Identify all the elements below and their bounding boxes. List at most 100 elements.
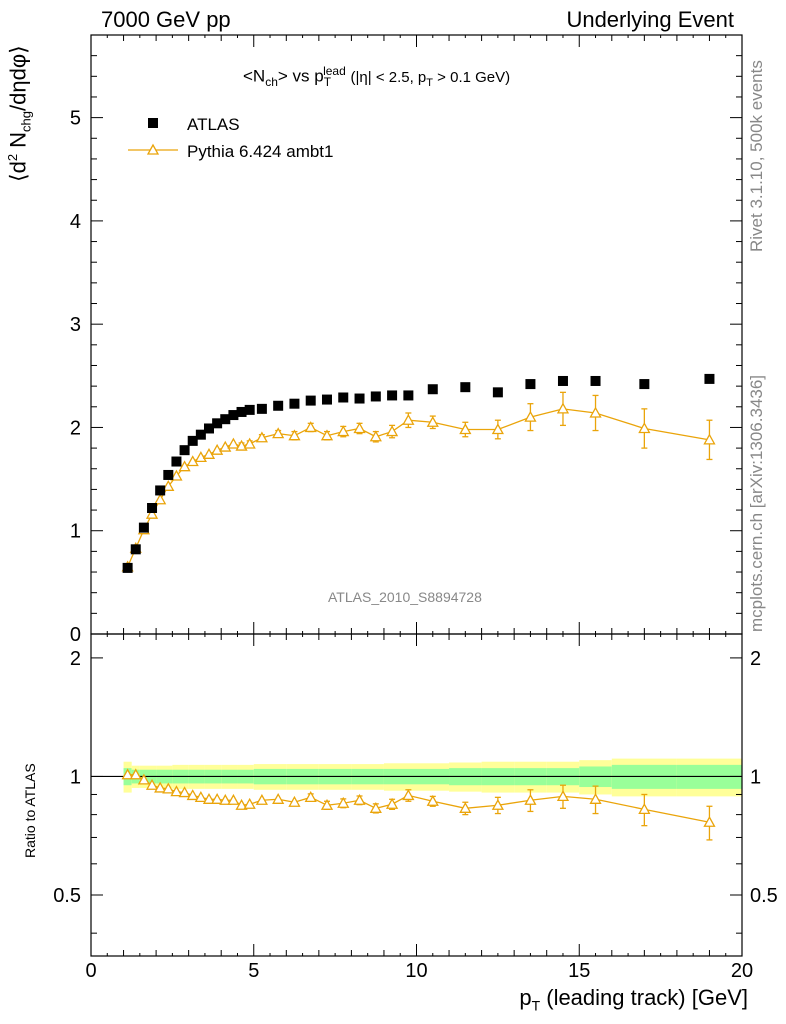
ratio-y-tick-label: 2 <box>70 648 81 670</box>
atlas-point <box>147 503 158 514</box>
pythia-point <box>154 493 167 505</box>
ratio-point <box>703 815 716 827</box>
ratio-point <box>129 768 142 780</box>
atlas-point <box>212 418 223 429</box>
ratio-point <box>369 801 382 813</box>
atlas-point <box>525 379 536 390</box>
atlas-point <box>163 469 174 480</box>
atlas-point <box>195 429 206 440</box>
pythia-point <box>385 425 399 437</box>
ratio-point <box>272 792 285 804</box>
atlas-point <box>321 394 332 405</box>
pythia-point <box>703 433 716 445</box>
x-tick-label: 10 <box>405 960 427 982</box>
atlas-point <box>244 404 255 415</box>
pythia-point <box>186 455 199 467</box>
ratio-y-tick-label-right: 1 <box>750 766 761 788</box>
pythia-point <box>255 431 268 443</box>
ratio-point <box>589 792 602 804</box>
atlas-point <box>704 373 715 384</box>
pythia-point <box>638 422 651 434</box>
atlas-point <box>236 406 247 417</box>
pythia-point <box>491 423 504 435</box>
pythia-point <box>524 410 537 422</box>
ratio-point <box>288 795 301 807</box>
pythia-point <box>170 469 183 481</box>
atlas-point <box>492 387 503 398</box>
ratio-point <box>459 801 472 813</box>
x-tick-label: 20 <box>731 960 753 982</box>
pythia-point <box>459 423 472 435</box>
ratio-point <box>638 803 651 815</box>
atlas-point <box>138 522 149 533</box>
pythia-point <box>320 429 334 441</box>
ratio-point <box>491 798 504 810</box>
ratio-point <box>243 797 256 809</box>
ratio-point <box>255 793 268 805</box>
x-axis-label: pT (leading track) [GeV] <box>519 985 748 1014</box>
pythia-point <box>145 507 159 519</box>
watermark: ATLAS_2010_S8894728 <box>328 589 482 605</box>
atlas-point <box>273 400 284 411</box>
ratio-point <box>320 798 334 810</box>
atlas-point <box>557 375 568 386</box>
atlas-point <box>187 435 198 446</box>
ratio-point <box>353 793 366 805</box>
ratio-point <box>121 768 134 780</box>
ratio-point <box>524 793 537 805</box>
atlas-point <box>220 414 231 425</box>
upper-frame <box>90 34 743 635</box>
ratio-point <box>137 773 150 785</box>
ratio-point <box>186 789 199 801</box>
ratio-y-tick-label: 0.5 <box>53 885 81 907</box>
atlas-point <box>590 375 601 386</box>
atlas-point <box>228 410 239 421</box>
ratio-point <box>211 792 224 804</box>
atlas-point <box>122 562 133 573</box>
ratio-point <box>145 778 159 790</box>
ratio-point <box>219 793 232 805</box>
x-tick-label: 0 <box>85 960 96 982</box>
atlas-point <box>171 456 182 467</box>
atlas-point <box>460 382 471 393</box>
pythia-point <box>178 460 191 472</box>
atlas-point <box>427 384 438 395</box>
pythia-point <box>194 451 207 463</box>
legend-marker-pythia <box>146 143 160 155</box>
atlas-point <box>338 392 349 403</box>
header-right: Underlying Event <box>566 7 734 32</box>
ratio-point <box>235 798 248 810</box>
pythia-point <box>304 421 317 433</box>
pythia-point <box>589 406 602 418</box>
ratio-point <box>402 789 415 801</box>
atlas-point <box>387 390 398 401</box>
ratio-point <box>304 791 317 802</box>
atlas-point <box>403 390 414 401</box>
pythia-point <box>162 479 175 491</box>
ratio-point <box>227 793 240 805</box>
pythia-point <box>369 430 382 442</box>
pythia-point <box>243 437 256 449</box>
ratio-point <box>154 781 167 793</box>
y-tick-label: 4 <box>70 211 81 233</box>
pythia-point <box>402 413 415 425</box>
ratio-point <box>337 796 350 808</box>
ratio-point <box>202 792 216 804</box>
ratio-point <box>385 797 399 809</box>
y-tick-label: 0 <box>70 624 81 646</box>
atlas-point <box>370 391 381 402</box>
pythia-point <box>227 437 240 449</box>
pythia-point <box>272 427 285 439</box>
ratio-y-tick-label-right: 2 <box>750 648 761 670</box>
ratio-point <box>194 791 207 802</box>
atlas-point <box>203 423 214 434</box>
pythia-point <box>211 443 224 455</box>
pythia-point <box>337 425 350 437</box>
pythia-point <box>426 415 439 427</box>
ratio-y-tick-label: 1 <box>70 766 81 788</box>
legend-label-atlas: ATLAS <box>187 115 240 134</box>
atlas-point <box>155 485 166 496</box>
atlas-point <box>130 544 141 555</box>
ratio-point <box>178 786 191 798</box>
